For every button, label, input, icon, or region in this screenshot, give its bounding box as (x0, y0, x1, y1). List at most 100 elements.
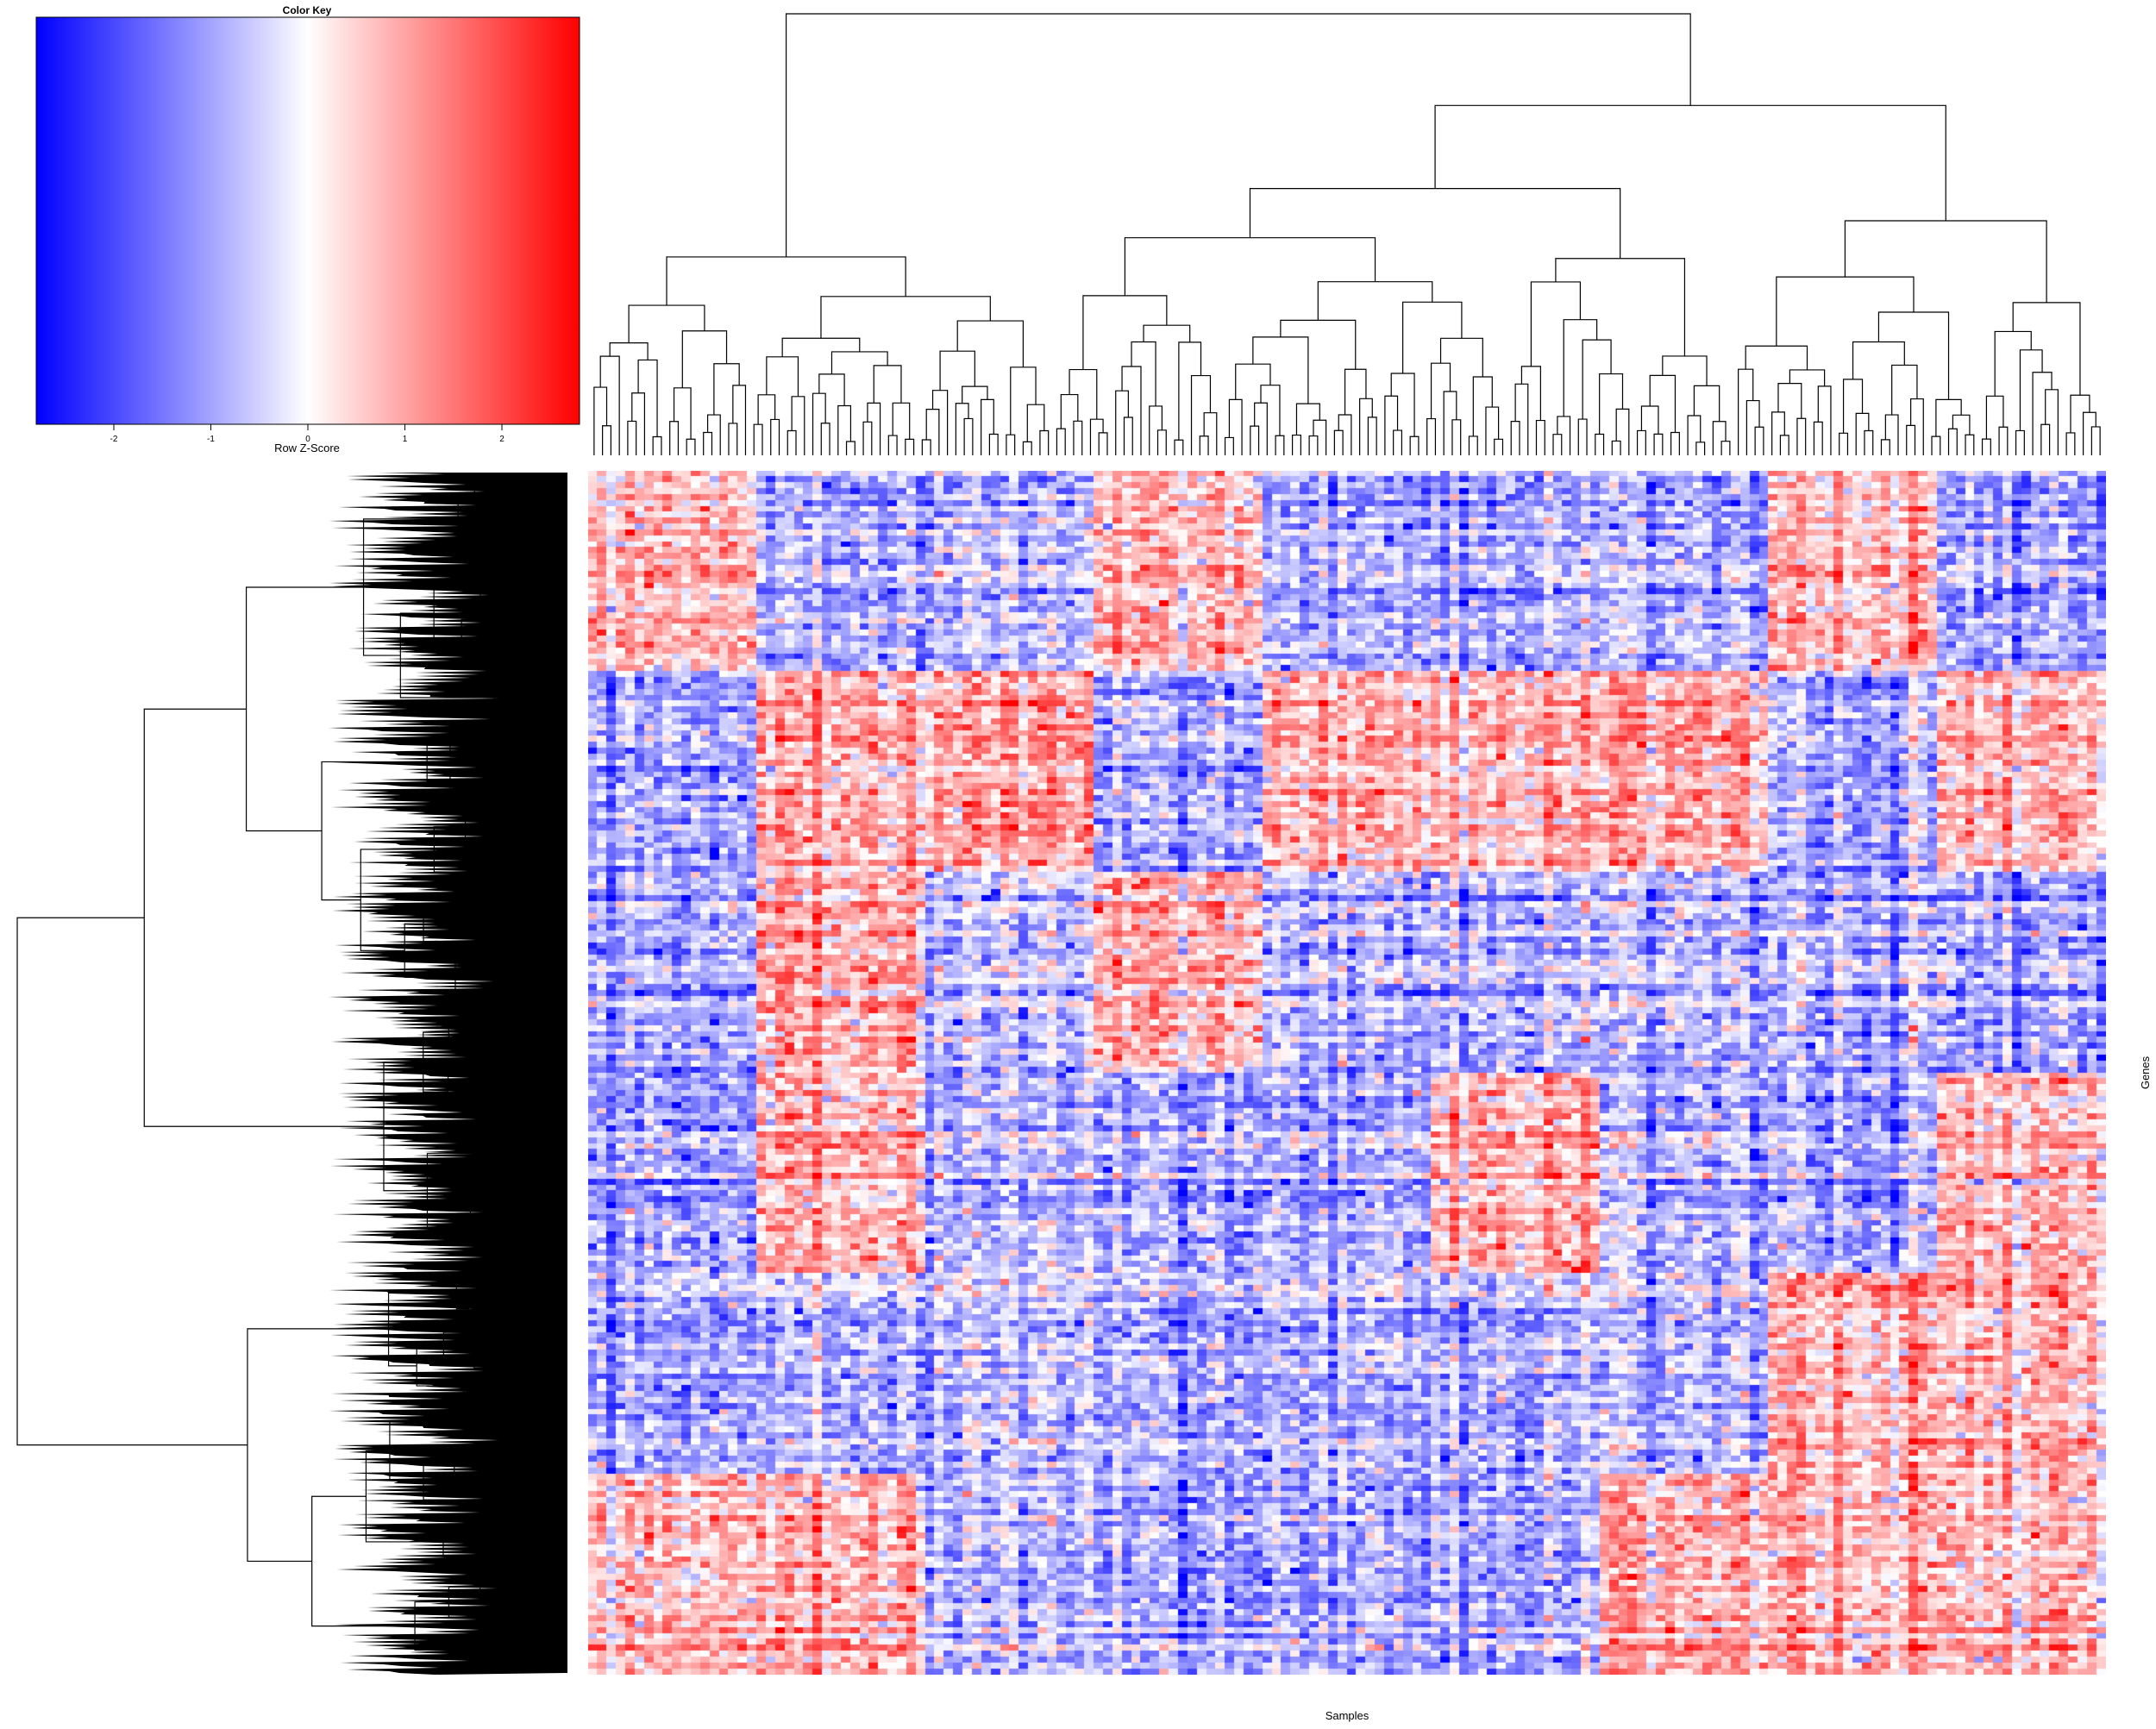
column-dendrogram-branch (1754, 426, 1764, 455)
column-dendrogram-branch (1056, 428, 1066, 455)
column-dendrogram-branch (1022, 441, 1032, 455)
row-dendrogram-branch (247, 1328, 389, 1563)
column-dendrogram-branch (2015, 429, 2025, 455)
column-dendrogram-branch (1124, 237, 1376, 296)
column-dendrogram-branch (2090, 426, 2101, 455)
column-dendrogram-branch (637, 359, 658, 437)
column-dendrogram-branch (963, 417, 974, 455)
column-dendrogram-branch (628, 304, 705, 343)
column-dendrogram-branch (867, 402, 881, 455)
column-dendrogram-branch (2040, 423, 2051, 455)
column-dendrogram-branch (1434, 104, 1946, 221)
column-dendrogram-branch (599, 355, 620, 455)
column-dendrogram-branch (1520, 366, 1541, 421)
column-dendrogram-branch (1693, 385, 1720, 422)
x-axis-label: Samples (1326, 1709, 1369, 1722)
column-dendrogram-branch (981, 398, 994, 455)
column-dendrogram-branch (818, 373, 845, 406)
column-dendrogram-branch (1864, 429, 1874, 455)
column-dendrogram-branch (1250, 425, 1260, 455)
column-dendrogram-branch (1443, 391, 1457, 455)
column-dendrogram-branch (770, 418, 780, 455)
column-dendrogram-branch (1174, 439, 1184, 455)
column-dendrogram-branch (955, 403, 969, 455)
column-dendrogram-branch (1839, 432, 1849, 455)
column-dendrogram-branch (1430, 362, 1451, 419)
column-dendrogram-branch (1006, 434, 1016, 455)
column-dendrogram-branch (1178, 341, 1202, 441)
column-dendrogram-branch (2045, 389, 2059, 455)
heatmap-canvas-wrap (588, 471, 2106, 1675)
column-dendrogram-branch (1599, 373, 1624, 435)
column-dendrogram-branch (830, 351, 888, 374)
column-dendrogram-branch (1952, 414, 1971, 435)
column-dendrogram-branch (1291, 434, 1301, 455)
column-dendrogram-branch (892, 402, 911, 440)
column-dendrogram-branch (1384, 395, 1399, 455)
color-key-tick-label: 0 (305, 435, 310, 444)
column-dendrogram-branch (593, 386, 608, 455)
column-dendrogram-branch (1295, 403, 1320, 435)
column-dendrogram-branch (1662, 355, 1708, 386)
column-dendrogram-branch (925, 409, 940, 455)
column-dendrogram-branch (1010, 366, 1037, 435)
column-dendrogram-branch (1535, 419, 1545, 455)
column-dendrogram-branch (1906, 424, 1916, 455)
column-dendrogram-branch (706, 414, 721, 455)
column-dendrogram-branch (787, 429, 797, 455)
column-dendrogram-branch (631, 392, 646, 455)
column-dendrogram-branch (1720, 441, 1731, 455)
column-dendrogram-branch (812, 392, 826, 455)
column-dendrogram-branch (1636, 429, 1646, 455)
column-dendrogram-branch (2019, 349, 2043, 431)
column-dendrogram-branch (2065, 432, 2076, 455)
column-dendrogram-branch (1039, 429, 1050, 455)
column-dendrogram-branch (1687, 415, 1702, 455)
heatmap-cells (588, 471, 2106, 1675)
color-key-tick-label: -2 (110, 435, 118, 444)
column-dendrogram-branch (1877, 311, 1950, 400)
column-dendrogram-branch (1557, 416, 1571, 455)
column-dendrogram-branch (820, 296, 991, 339)
column-dendrogram-branch (1611, 440, 1621, 455)
column-dendrogram-branch (1779, 435, 1789, 455)
column-dendrogram-branch (1190, 374, 1212, 455)
column-dendrogram-branch (1060, 393, 1079, 429)
column-dendrogram-branch (669, 421, 680, 455)
column-dendrogram-branch (602, 425, 611, 455)
color-key: Color Key -2 -1 0 1 2 Row Z-Score (35, 4, 580, 454)
column-dendrogram-branch (1510, 421, 1520, 455)
column-dendrogram-branch (1224, 436, 1234, 455)
column-dendrogram-branch (1252, 336, 1309, 404)
column-dendrogram-branch (887, 435, 898, 455)
column-dendrogram-branch (686, 438, 696, 455)
column-dendrogram-branch (1884, 414, 1899, 455)
column-dendrogram-branch (1344, 368, 1367, 415)
column-dendrogram-branch (1308, 435, 1319, 455)
y-axis-label: Genes (2139, 1056, 2152, 1089)
column-dendrogram-branch (1313, 419, 1327, 455)
column-dendrogram-branch (1249, 188, 1621, 259)
column-dendrogram-branch (1745, 345, 1808, 370)
color-key-axis: -2 -1 0 1 2 (110, 424, 505, 444)
column-dendrogram-branch (1910, 398, 1924, 455)
column-dendrogram-branch (1855, 412, 1870, 455)
column-dendrogram-branch (1813, 421, 1823, 455)
column-dendrogram-branch (1994, 330, 2032, 397)
column-dendrogram-branch (673, 387, 692, 440)
column-dendrogram-branch (781, 337, 861, 357)
column-dendrogram-branch (956, 320, 1025, 367)
column-dendrogram-branch (1615, 408, 1630, 455)
row-dendrogram-branch (143, 708, 384, 1127)
column-dendrogram-branch (1254, 402, 1268, 455)
column-dendrogram-branch (732, 385, 747, 455)
column-dendrogram-branch (1149, 405, 1163, 455)
column-dendrogram-branch (1880, 439, 1890, 455)
column-dendrogram-branch (1771, 411, 1785, 455)
column-dendrogram-branch (1156, 429, 1167, 455)
column-dendrogram-branch (837, 404, 852, 455)
column-dendrogram-branch (1485, 406, 1500, 455)
column-dendrogram-branch (1555, 258, 1686, 356)
